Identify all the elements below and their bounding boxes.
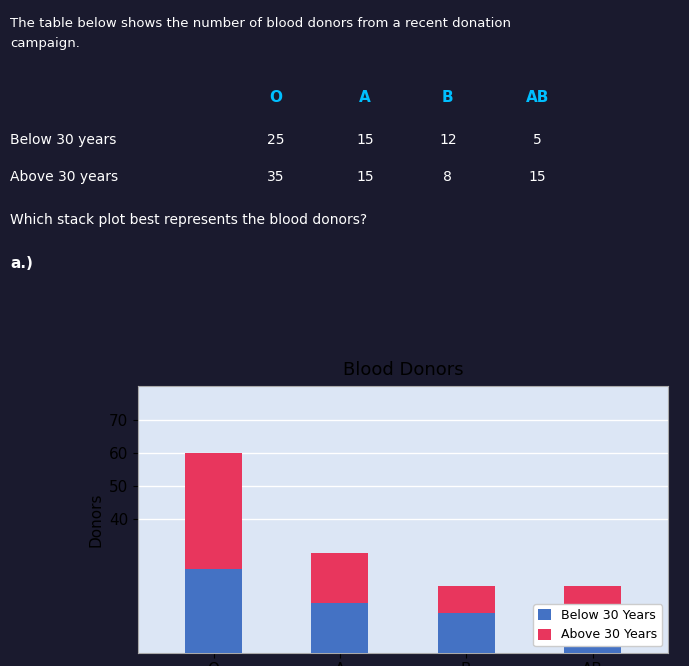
- Text: Below 30 years: Below 30 years: [10, 133, 116, 147]
- Text: 15: 15: [356, 170, 374, 184]
- Text: 12: 12: [439, 133, 457, 147]
- Text: a.): a.): [10, 256, 33, 272]
- Text: Above 30 years: Above 30 years: [10, 170, 119, 184]
- Title: Blood Donors: Blood Donors: [342, 361, 464, 379]
- Text: Which stack plot best represents the blood donors?: Which stack plot best represents the blo…: [10, 213, 367, 227]
- Bar: [185, 453, 242, 569]
- Text: campaign.: campaign.: [10, 37, 80, 50]
- Bar: [311, 603, 369, 653]
- Bar: [185, 569, 242, 653]
- Legend: Below 30 Years, Above 30 Years: Below 30 Years, Above 30 Years: [533, 604, 662, 647]
- Bar: [438, 613, 495, 653]
- Y-axis label: Donors: Donors: [88, 492, 103, 547]
- Text: AB: AB: [526, 90, 549, 105]
- Text: 35: 35: [267, 170, 285, 184]
- Text: The table below shows the number of blood donors from a recent donation: The table below shows the number of bloo…: [10, 17, 511, 30]
- Text: 5: 5: [533, 133, 542, 147]
- Bar: [564, 636, 621, 653]
- Bar: [311, 553, 369, 603]
- Text: 8: 8: [444, 170, 452, 184]
- Text: O: O: [269, 90, 282, 105]
- Text: 15: 15: [528, 170, 546, 184]
- Bar: [564, 586, 621, 636]
- Text: 15: 15: [356, 133, 374, 147]
- Text: 25: 25: [267, 133, 285, 147]
- Text: A: A: [359, 90, 371, 105]
- Bar: [438, 586, 495, 613]
- Text: B: B: [442, 90, 453, 105]
